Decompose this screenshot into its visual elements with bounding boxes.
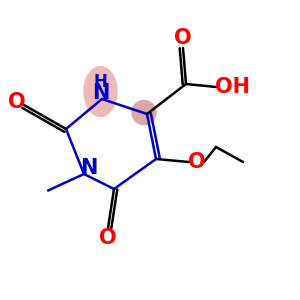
Text: O: O — [8, 92, 25, 112]
Text: H: H — [94, 74, 107, 92]
Text: N: N — [92, 83, 109, 103]
Text: O: O — [174, 28, 192, 47]
Ellipse shape — [83, 66, 118, 117]
Text: OH: OH — [215, 77, 250, 97]
Ellipse shape — [131, 100, 157, 125]
Text: O: O — [188, 152, 205, 172]
Text: N: N — [80, 158, 97, 178]
Text: O: O — [99, 229, 117, 248]
